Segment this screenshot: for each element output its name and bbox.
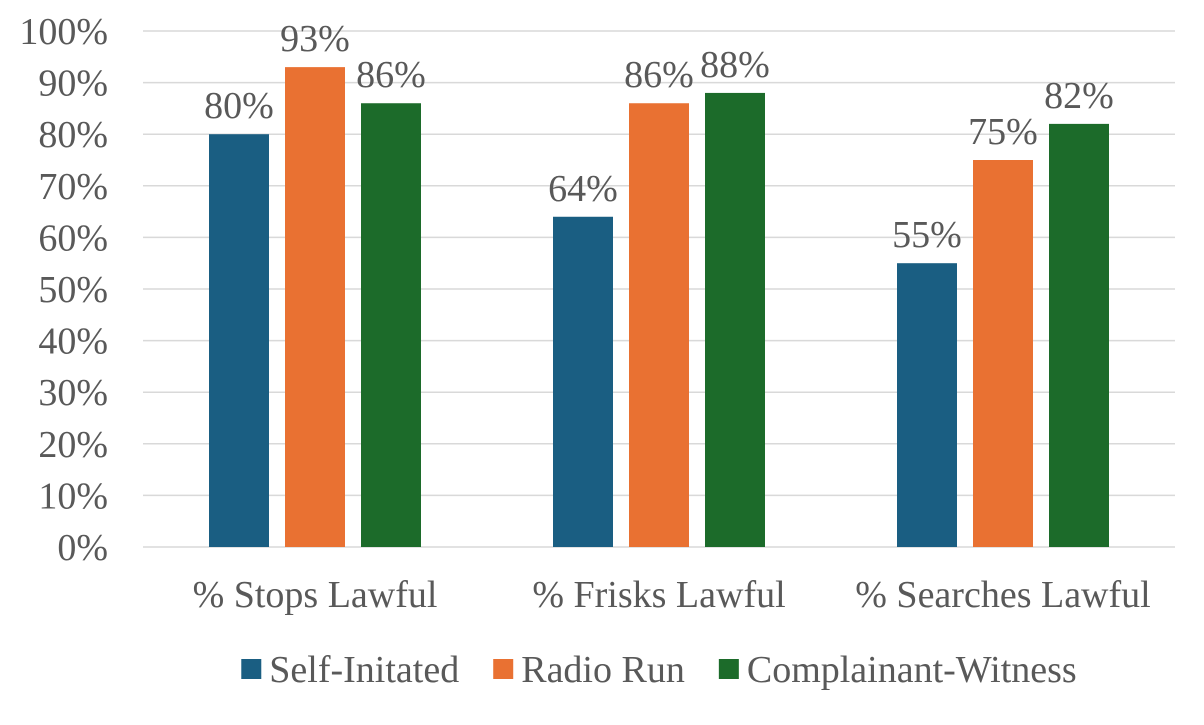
bar-3-1 (361, 103, 421, 548)
data-labels: 80%93%86%64%86% 88%55%75%82% (204, 18, 1114, 256)
legend-item: Self-Initated (241, 649, 459, 691)
y-tick-label: 20% (38, 424, 108, 466)
data-label: 88% (700, 44, 770, 86)
y-tick-label: 60% (38, 217, 108, 259)
data-label: 86% (624, 54, 694, 96)
data-label: 64% (548, 168, 618, 210)
y-tick-label: 40% (38, 321, 108, 363)
y-tick-label: 50% (38, 269, 108, 311)
legend-item: Radio Run (493, 649, 685, 691)
data-label: 55% (892, 214, 962, 256)
x-axis-category-labels: % Stops Lawful % Frisks Lawful % Searches … (193, 574, 1151, 616)
legend-swatch (493, 659, 514, 679)
y-axis-tick-labels: 0% 10% 20% 30% 40% 50% 60% 70% 80% 90% 100% (19, 11, 108, 569)
x-category-label: % Stops Lawful (193, 574, 438, 616)
data-label: 86% (356, 54, 426, 96)
bar-1-2 (553, 216, 613, 547)
y-tick-label: 70% (38, 166, 108, 208)
legend: Self-Initated Radio Run Complainant-Witnes… (241, 649, 1077, 691)
legend-item: Complainant-Witness (718, 649, 1077, 691)
bar-1-1 (209, 134, 269, 547)
y-tick-label: 80% (38, 114, 108, 156)
y-tick-label: 100% (19, 11, 108, 53)
legend-label: Radio Run (521, 649, 685, 691)
legend-swatch (241, 659, 262, 679)
data-label: 82% (1044, 75, 1114, 117)
y-tick-label: 0% (57, 527, 108, 569)
bars (209, 67, 1109, 548)
x-category-label: % Searches Lawful (855, 574, 1150, 616)
bar-3-3 (1049, 123, 1109, 547)
data-label: 75% (968, 111, 1038, 153)
data-label: 93% (280, 18, 350, 60)
y-tick-label: 10% (38, 475, 108, 517)
legend-swatch (718, 659, 739, 679)
x-category-label: % Frisks Lawful (532, 574, 785, 616)
bar-2-3 (973, 160, 1033, 547)
y-tick-label: 90% (38, 63, 108, 105)
bar-2-1 (285, 67, 345, 548)
bar-2-2 (629, 103, 689, 548)
legend-label: Self-Initated (269, 649, 459, 691)
data-label: 80% (204, 85, 274, 127)
y-tick-label: 30% (38, 372, 108, 414)
legend-label: Complainant-Witness (747, 649, 1077, 691)
bar-3-2 (705, 92, 765, 548)
bar-1-3 (897, 263, 957, 547)
